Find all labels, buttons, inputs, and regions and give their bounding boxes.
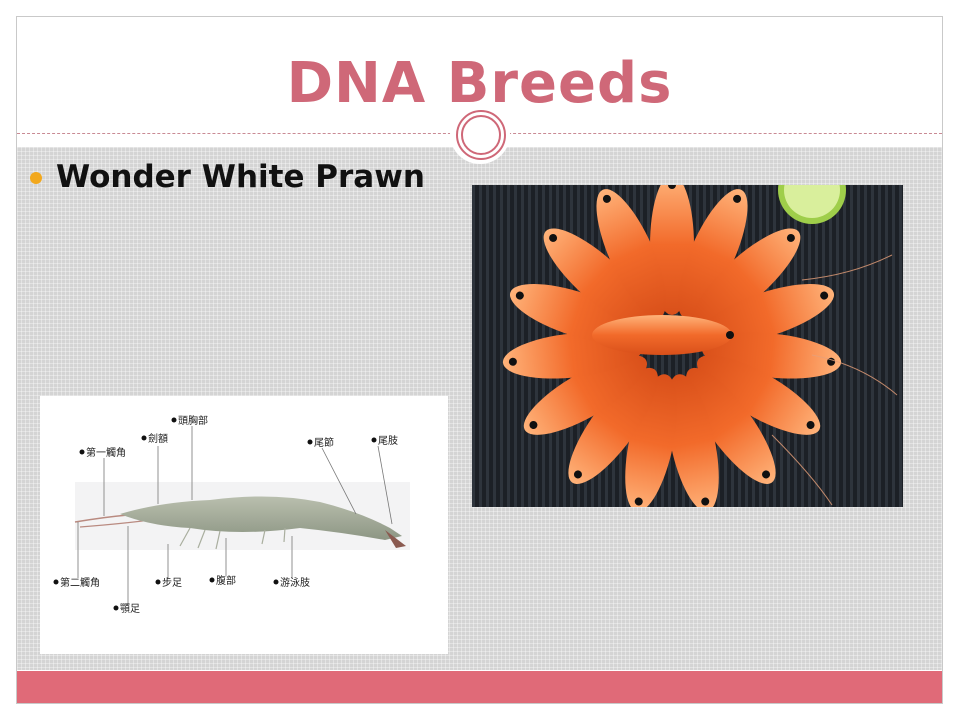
label-abdomen: 腹部 — [216, 574, 236, 587]
label-antenna: 第二觸角 — [60, 576, 100, 589]
prawn-anatomy-diagram: 頭胸部 劍額 第一觸角 尾節 尾肢 第二觸角 步足 腹部 游泳肢 顎足 — [40, 396, 448, 654]
label-telson: 尾節 — [314, 436, 334, 449]
label-maxilliped: 顎足 — [120, 603, 140, 615]
prawn-photo — [472, 185, 903, 507]
bullet-text: Wonder White Prawn — [56, 159, 425, 195]
footer-bar — [17, 671, 942, 703]
label-walking-legs: 步足 — [162, 577, 182, 589]
ring-icon — [456, 110, 506, 160]
bullet-dot-icon — [30, 172, 42, 184]
label-antennule: 第一觸角 — [86, 446, 126, 459]
label-head-thorax: 頭胸部 — [178, 414, 208, 427]
label-uropod: 尾肢 — [378, 434, 398, 447]
label-swimmerets: 游泳肢 — [280, 576, 310, 589]
label-rostrum: 劍額 — [148, 432, 168, 445]
